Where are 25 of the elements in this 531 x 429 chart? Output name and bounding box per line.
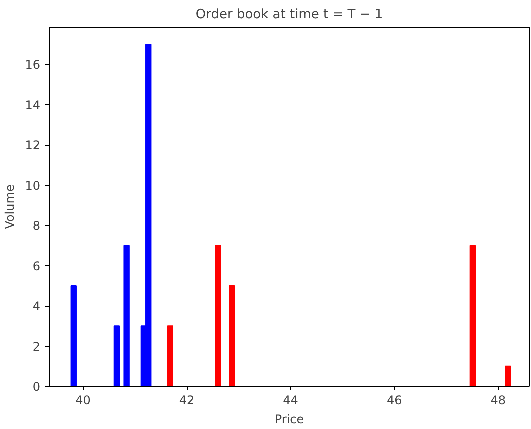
x-tick-label: 40: [76, 394, 91, 408]
x-tick-label: 46: [386, 394, 402, 408]
y-tick-label: 12: [25, 138, 41, 153]
y-tick-label: 10: [25, 178, 41, 193]
bar: [70, 285, 77, 386]
x-tick-label: 42: [179, 394, 195, 408]
y-tick-label: 16: [25, 58, 41, 72]
bar: [215, 245, 222, 386]
bar: [167, 326, 174, 386]
y-tick-label: 6: [32, 259, 41, 274]
bar: [505, 366, 512, 386]
y-tick-label: 4: [32, 300, 41, 314]
y-axis-title: Volume: [3, 184, 18, 230]
bar: [470, 245, 476, 386]
chart-title: Order book at time t = T − 1: [196, 8, 384, 22]
y-tick-label: 2: [32, 340, 41, 354]
x-tick-label: 44: [283, 394, 298, 408]
x-tick-label: 48: [490, 394, 506, 408]
y-tick-label: 14: [25, 98, 41, 112]
bar: [114, 326, 120, 386]
y-tick-label: 8: [32, 219, 41, 234]
bar: [229, 285, 236, 386]
x-axis-title: Price: [274, 412, 304, 426]
y-tick-label: 0: [32, 380, 41, 394]
bar: [124, 245, 130, 386]
